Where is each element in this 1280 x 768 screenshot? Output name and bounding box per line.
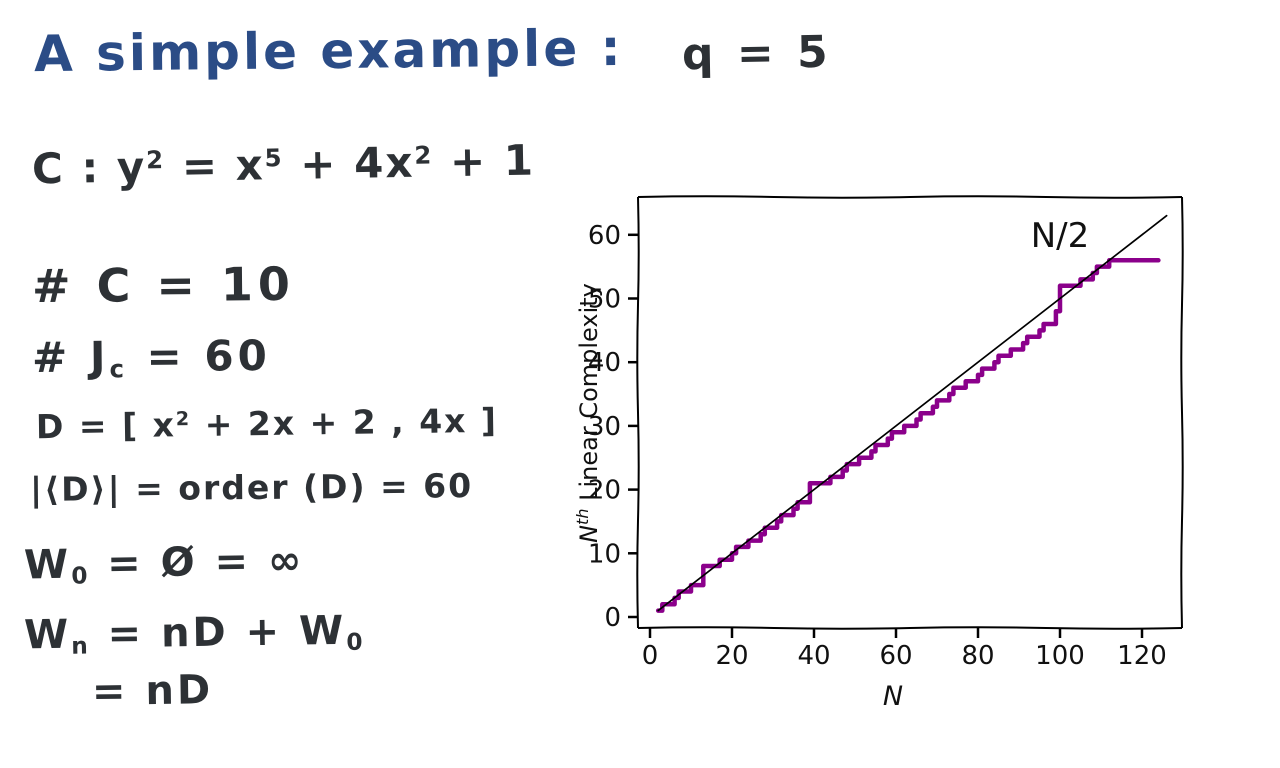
y-tick-label: 50 <box>588 285 621 315</box>
y-label-text: N <box>575 525 603 543</box>
math-text: + 1 <box>432 135 536 187</box>
math-sub: 0 <box>71 562 91 590</box>
math-line-wn-definition: Wn = nD + W0 <box>23 607 366 660</box>
math-sub: 0 <box>346 628 366 656</box>
math-line-divisor-def: D = [ x2 + 2x + 2 , 4x ] <box>36 401 498 446</box>
y-tick-label: 60 <box>588 221 621 251</box>
math-sup: 2 <box>145 144 166 175</box>
y-tick-label: 40 <box>588 348 621 378</box>
y-axis-label: Nth Linear Complexity <box>575 283 603 543</box>
math-line-w0-definition: W0 = Ø = ∞ <box>23 537 305 590</box>
math-line-curve-equation: C : y2 = x5 + 4x2 + 1 <box>32 136 536 194</box>
plot-area-border <box>636 196 640 629</box>
math-text: |⟨D⟩| = order (D) = 60 <box>29 466 474 509</box>
x-tick-label: 60 <box>879 641 912 671</box>
math-text: = 60 <box>127 330 272 382</box>
x-tick-label: 100 <box>1035 641 1085 671</box>
complexity-profile-line <box>655 258 1161 613</box>
math-sub: c <box>109 354 129 384</box>
y-tick-label: 10 <box>588 539 621 569</box>
math-line-jacobian-order: # Jc = 60 <box>31 330 272 384</box>
math-text: + 4x <box>283 137 415 189</box>
math-line-point-count: # C = 10 <box>32 257 295 313</box>
math-sub: n <box>71 632 91 660</box>
math-line-divisor-order: |⟨D⟩| = order (D) = 60 <box>30 466 473 509</box>
math-text: D = [ x <box>35 405 177 447</box>
math-sup: 5 <box>264 142 284 172</box>
math-text: = x <box>164 140 266 192</box>
math-line-wn-simplified: = nD <box>92 667 214 715</box>
x-tick-label: 40 <box>797 641 830 671</box>
y-tick-label: 0 <box>604 603 621 633</box>
math-text: = nD + W <box>90 607 347 658</box>
title-parameter: q = 5 <box>681 26 832 81</box>
math-sup: 2 <box>175 407 192 431</box>
math-text: + 2x + 2 , 4x ] <box>190 400 499 445</box>
math-text: = nD <box>91 667 214 715</box>
n-over-2-line <box>657 214 1168 612</box>
math-text: W <box>23 541 72 589</box>
x-tick-label: 120 <box>1117 641 1167 671</box>
math-text: # C = 10 <box>31 256 296 314</box>
x-axis-label: N <box>883 681 903 712</box>
math-sup: 2 <box>414 139 434 170</box>
title-text: A simple example : <box>33 18 624 84</box>
y-tick-label: 20 <box>588 476 621 506</box>
math-text: W <box>23 611 72 659</box>
y-label-sup: th <box>575 509 592 525</box>
x-tick-label: 0 <box>642 641 659 671</box>
math-text: = Ø = ∞ <box>89 537 305 588</box>
n-over-2-annotation: N/2 <box>1031 216 1090 256</box>
plot-area-border <box>637 195 1183 199</box>
y-label-text: Linear Complexity <box>575 283 603 508</box>
slide-title: A simple example : q = 5 <box>33 18 832 84</box>
y-tick-label: 30 <box>588 412 621 442</box>
math-text: # J <box>31 332 110 383</box>
x-tick-label: 20 <box>715 641 748 671</box>
plot-area-border <box>1180 196 1184 629</box>
math-text: C : y <box>31 142 147 194</box>
x-tick-label: 80 <box>961 641 994 671</box>
plot-area-border <box>637 626 1183 630</box>
